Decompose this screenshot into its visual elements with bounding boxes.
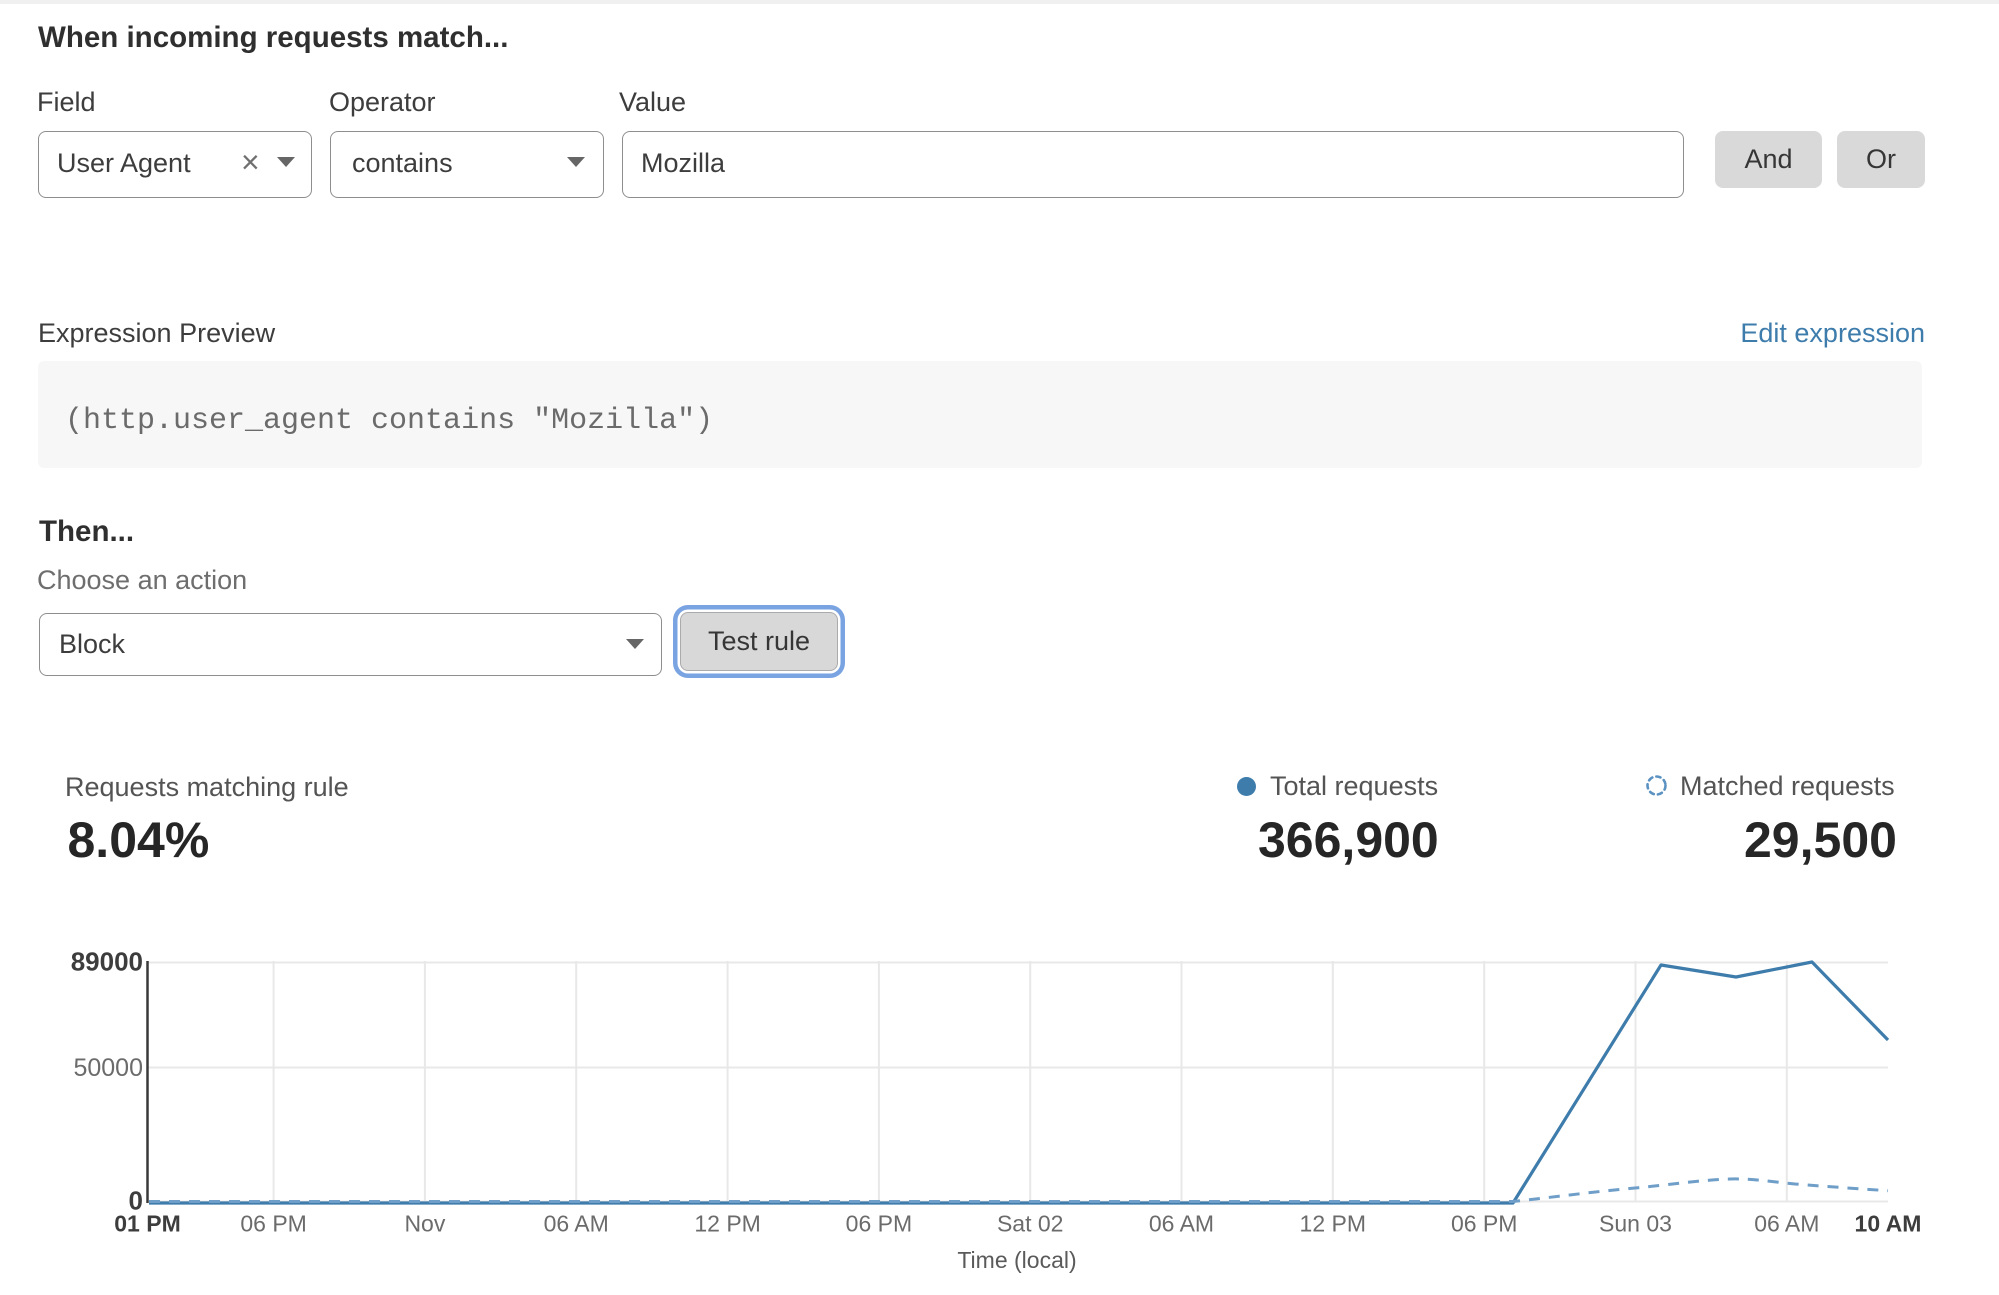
svg-text:06 PM: 06 PM (240, 1211, 306, 1237)
svg-text:89000: 89000 (71, 947, 143, 977)
svg-text:12 PM: 12 PM (1300, 1211, 1366, 1237)
svg-text:Nov: Nov (404, 1211, 445, 1237)
svg-text:10 AM: 10 AM (1855, 1211, 1922, 1237)
svg-text:06 AM: 06 AM (544, 1211, 609, 1237)
svg-text:12 PM: 12 PM (694, 1211, 760, 1237)
svg-text:Sat 02: Sat 02 (997, 1211, 1064, 1237)
svg-text:50000: 50000 (73, 1054, 143, 1082)
svg-text:01 PM: 01 PM (114, 1211, 180, 1237)
svg-text:06 AM: 06 AM (1754, 1211, 1819, 1237)
svg-text:06 AM: 06 AM (1149, 1211, 1214, 1237)
svg-text:Time (local): Time (local) (957, 1247, 1076, 1273)
svg-text:06 PM: 06 PM (846, 1211, 912, 1237)
svg-text:Sun 03: Sun 03 (1599, 1211, 1672, 1237)
svg-text:06 PM: 06 PM (1451, 1211, 1517, 1237)
svg-text:0: 0 (129, 1186, 143, 1216)
